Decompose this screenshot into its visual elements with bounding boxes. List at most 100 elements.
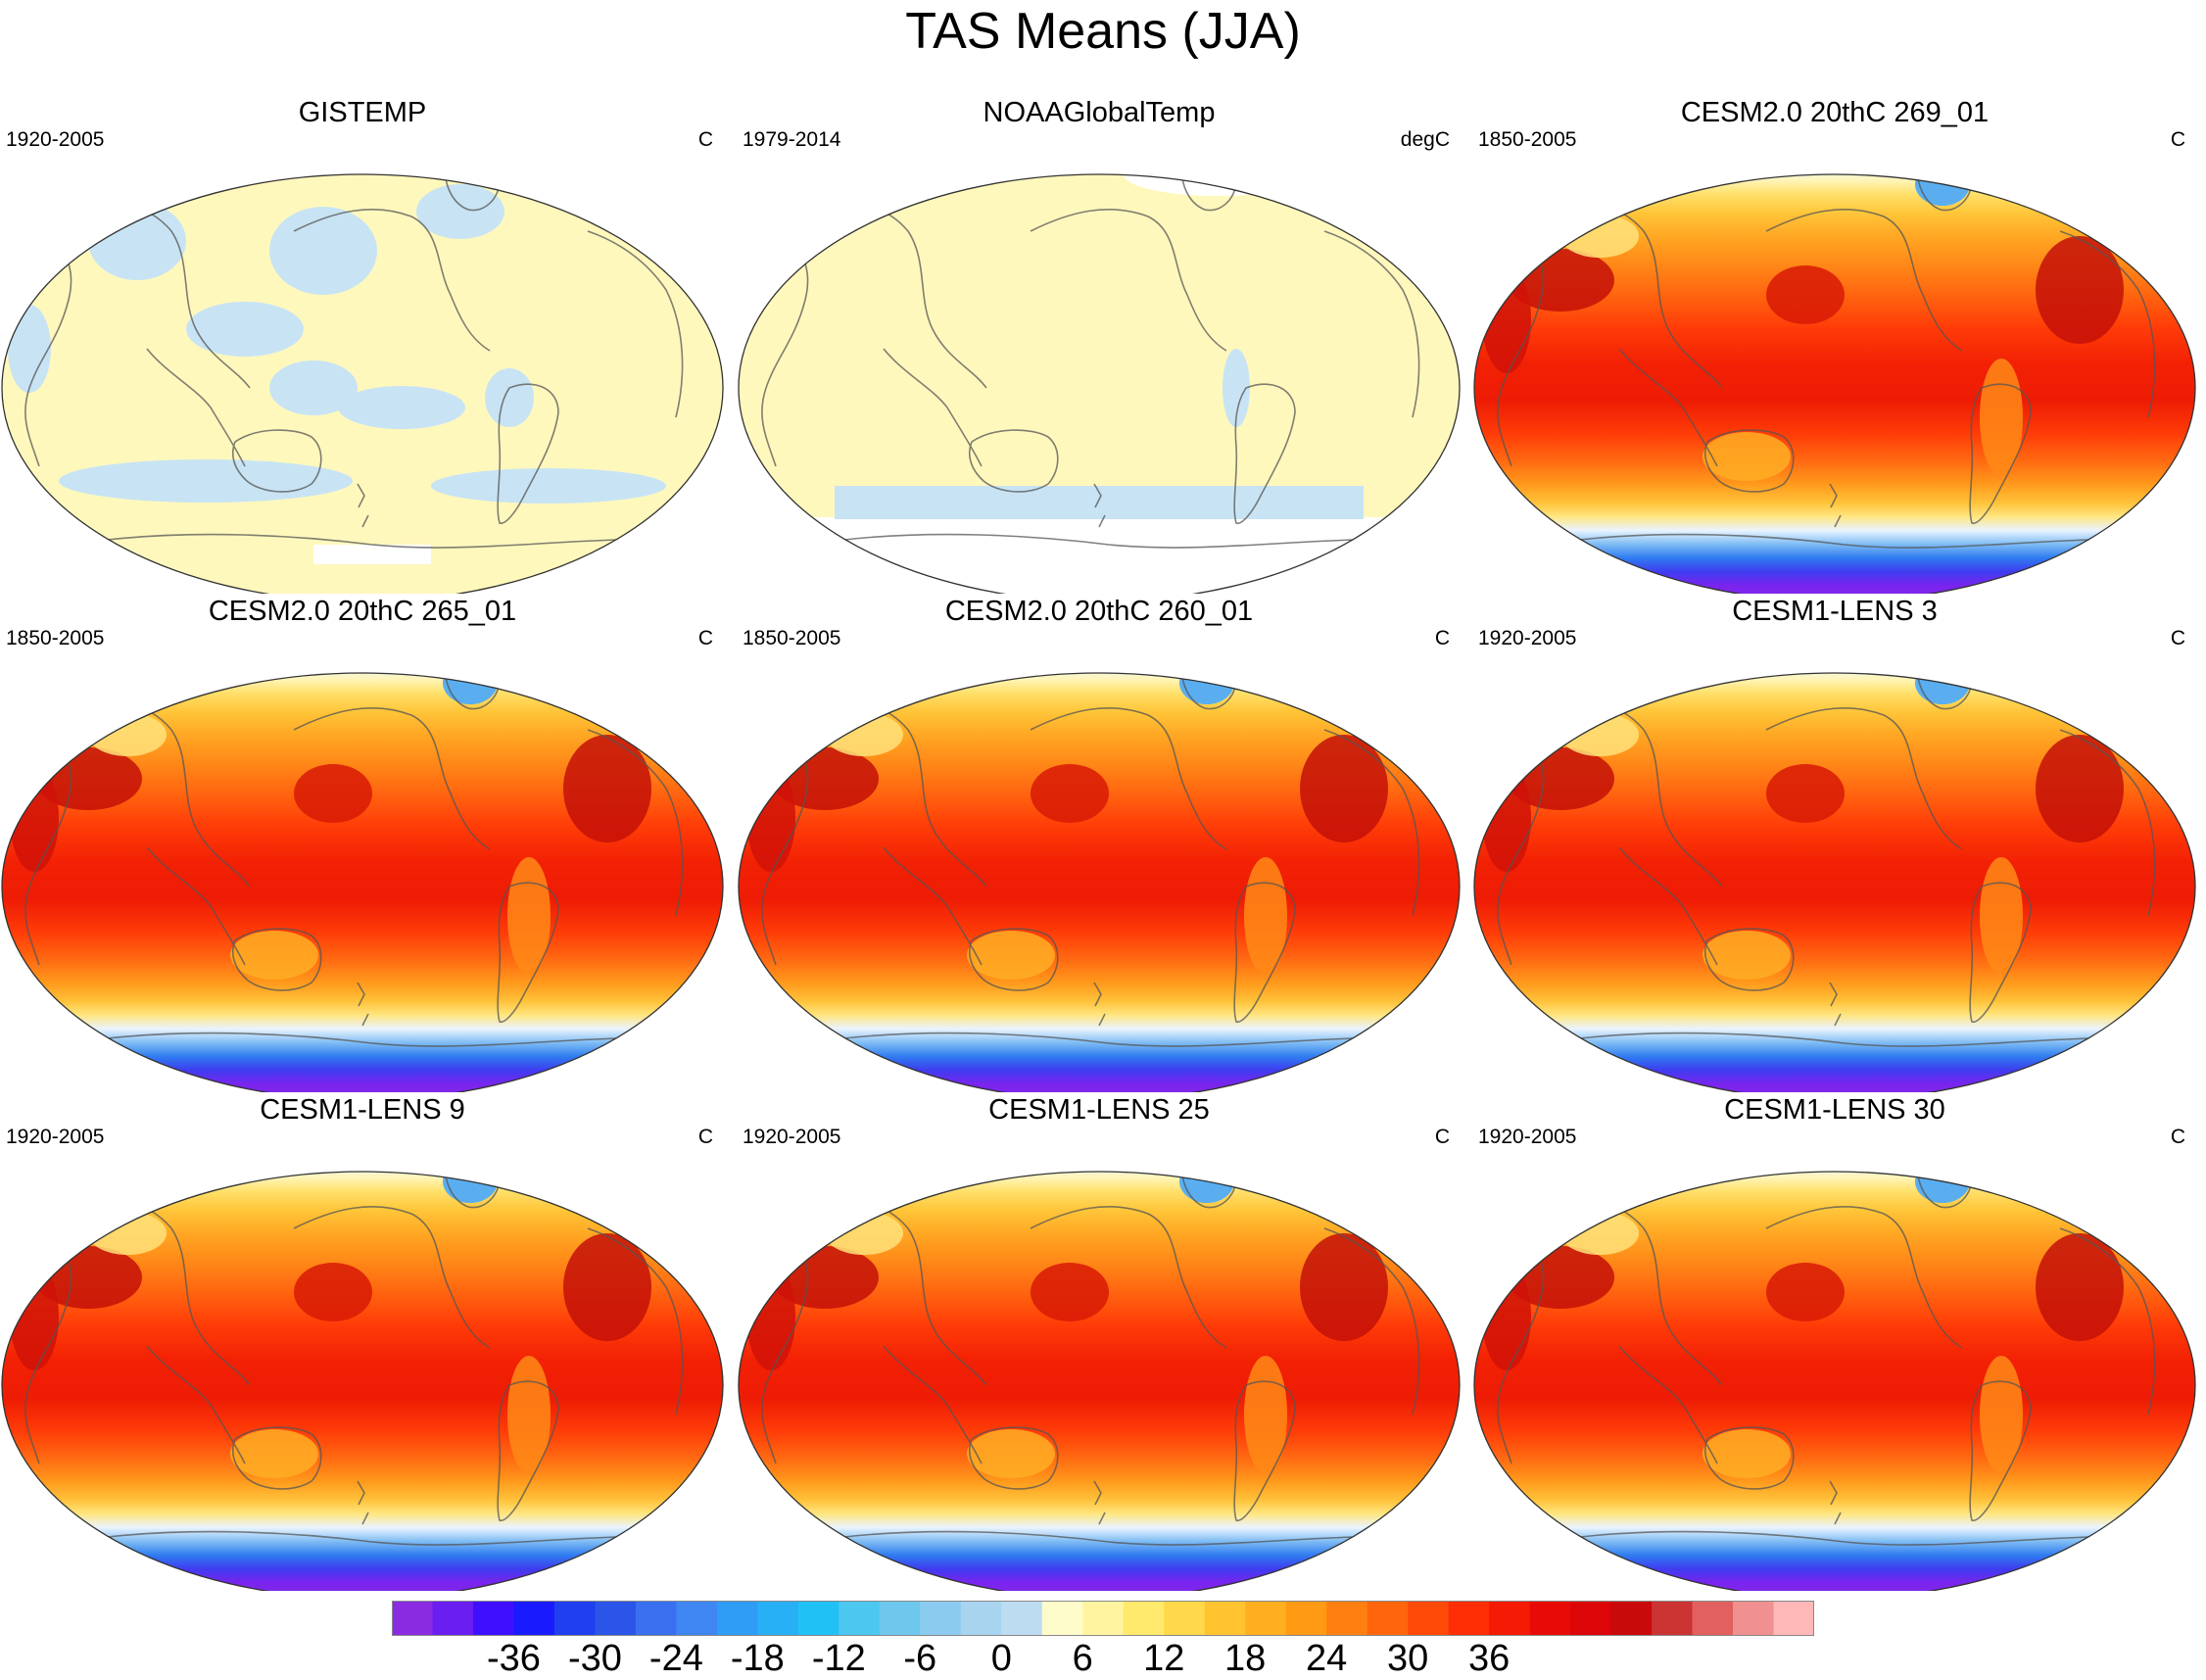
colorbar-tick-label: -30 xyxy=(567,1638,622,1679)
colorbar-tick-label: -18 xyxy=(730,1638,785,1679)
colorbar-swatch xyxy=(1041,1601,1083,1636)
main-title: TAS Means (JJA) xyxy=(905,3,1301,60)
map-field xyxy=(739,1172,1460,1591)
colorbar-swatch xyxy=(432,1601,474,1636)
map-panel: GISTEMP 1920-2005 C xyxy=(0,94,725,594)
map-field xyxy=(2,174,723,594)
map-panel: NOAAGlobalTemp 1979-2014 degC xyxy=(737,94,1462,594)
panel-units: C xyxy=(2170,128,2185,151)
colorbar-tick-label: 30 xyxy=(1387,1638,1429,1679)
colorbar-swatch xyxy=(1164,1601,1206,1636)
map-field xyxy=(739,174,1460,594)
colorbar-tick-label: -36 xyxy=(486,1638,541,1679)
panel-period: 1920-2005 xyxy=(6,128,105,151)
colorbar-tick-label: 24 xyxy=(1306,1638,1348,1679)
colorbar-tick-label: -6 xyxy=(903,1638,937,1679)
colorbar-tick-label: -12 xyxy=(811,1638,866,1679)
colorbar-swatch xyxy=(839,1601,881,1636)
colorbar-swatch xyxy=(757,1601,799,1636)
panel-period: 1850-2005 xyxy=(743,627,841,649)
colorbar-swatch xyxy=(676,1601,718,1636)
colorbar-swatch xyxy=(513,1601,555,1636)
coastlines xyxy=(755,673,1420,1047)
colorbar-swatch xyxy=(392,1601,433,1636)
colorbar xyxy=(392,1601,1814,1636)
panel-units: C xyxy=(697,627,713,649)
map-panel: CESM2.0 20thC 265_01 1850-2005 C xyxy=(0,593,725,1092)
panel-period: 1920-2005 xyxy=(743,1126,841,1148)
panel-period: 1850-2005 xyxy=(1478,128,1577,151)
panel-title: CESM1-LENS 9 xyxy=(260,1094,465,1126)
map-plot xyxy=(1473,1171,2196,1591)
colorbar-swatch xyxy=(635,1601,677,1636)
colorbar-swatch xyxy=(1652,1601,1694,1636)
colorbar-tick-label: 12 xyxy=(1143,1638,1185,1679)
map-field xyxy=(1474,673,2195,1092)
colorbar-swatch xyxy=(1245,1601,1287,1636)
colorbar-swatch xyxy=(1773,1601,1814,1636)
panel-title: CESM1-LENS 30 xyxy=(1724,1094,1945,1126)
map-plot xyxy=(1,1171,724,1591)
map-field xyxy=(2,1172,723,1591)
map-field xyxy=(2,673,723,1092)
colorbar-swatch xyxy=(1285,1601,1327,1636)
panel-period: 1850-2005 xyxy=(6,627,105,649)
colorbar-swatch xyxy=(1123,1601,1165,1636)
colorbar-swatch xyxy=(1529,1601,1571,1636)
coastlines xyxy=(1491,1172,2156,1546)
colorbar-swatch xyxy=(472,1601,514,1636)
colorbar-tick-label: 0 xyxy=(990,1638,1012,1679)
colorbar-swatch xyxy=(1082,1601,1125,1636)
colorbar-swatch xyxy=(1610,1601,1653,1636)
colorbar-swatch xyxy=(797,1601,839,1636)
colorbar-swatch xyxy=(1001,1601,1043,1636)
colorbar-swatch xyxy=(1326,1601,1368,1636)
map-field xyxy=(1474,174,2195,594)
panel-period: 1920-2005 xyxy=(1478,1126,1577,1148)
panel-units: C xyxy=(1434,1126,1450,1148)
colorbar-swatch xyxy=(1692,1601,1734,1636)
panel-period: 1920-2005 xyxy=(6,1126,105,1148)
map-panel: CESM1-LENS 9 1920-2005 C xyxy=(0,1091,725,1591)
panel-title: GISTEMP xyxy=(298,97,427,128)
colorbar-swatch xyxy=(1448,1601,1490,1636)
panel-period: 1979-2014 xyxy=(743,128,841,151)
colorbar-swatch xyxy=(595,1601,637,1636)
panel-units: C xyxy=(697,128,713,151)
panel-title: CESM1-LENS 3 xyxy=(1732,596,1938,627)
panel-units: C xyxy=(697,1126,713,1148)
colorbar-swatch xyxy=(1408,1601,1450,1636)
map-panel: CESM1-LENS 3 1920-2005 C xyxy=(1472,593,2197,1092)
colorbar-swatch xyxy=(716,1601,758,1636)
coastlines xyxy=(19,673,684,1047)
colorbar-swatch xyxy=(920,1601,962,1636)
map-plot xyxy=(738,173,1461,594)
colorbar-swatch xyxy=(1489,1601,1531,1636)
panel-title: NOAAGlobalTemp xyxy=(983,97,1216,128)
panel-title: CESM2.0 20thC 269_01 xyxy=(1680,97,1990,128)
colorbar-swatch xyxy=(879,1601,921,1636)
map-panel: CESM2.0 20thC 269_01 1850-2005 C xyxy=(1472,94,2197,594)
panel-title: CESM2.0 20thC 260_01 xyxy=(944,596,1254,627)
panel-units: C xyxy=(2170,1126,2185,1148)
colorbar-tick-label: -24 xyxy=(648,1638,703,1679)
map-plot xyxy=(1473,173,2196,594)
colorbar-swatch xyxy=(960,1601,1002,1636)
map-plot xyxy=(738,672,1461,1092)
colorbar-swatch xyxy=(553,1601,596,1636)
colorbar-tick-label: 6 xyxy=(1072,1638,1093,1679)
panel-title: CESM2.0 20thC 265_01 xyxy=(208,596,517,627)
map-plot xyxy=(738,1171,1461,1591)
map-field xyxy=(739,673,1460,1092)
colorbar-swatch xyxy=(1733,1601,1775,1636)
panel-units: C xyxy=(2170,627,2185,649)
panel-period: 1920-2005 xyxy=(1478,627,1577,649)
map-plot xyxy=(1,672,724,1092)
panel-title: CESM1-LENS 25 xyxy=(988,1094,1210,1126)
panel-units: degC xyxy=(1400,128,1450,151)
map-panel: CESM2.0 20thC 260_01 1850-2005 C xyxy=(737,593,1462,1092)
panel-units: C xyxy=(1434,627,1450,649)
coastlines xyxy=(1491,673,2156,1047)
colorbar-swatch xyxy=(1570,1601,1612,1636)
colorbar-tick-label: 36 xyxy=(1467,1638,1511,1679)
